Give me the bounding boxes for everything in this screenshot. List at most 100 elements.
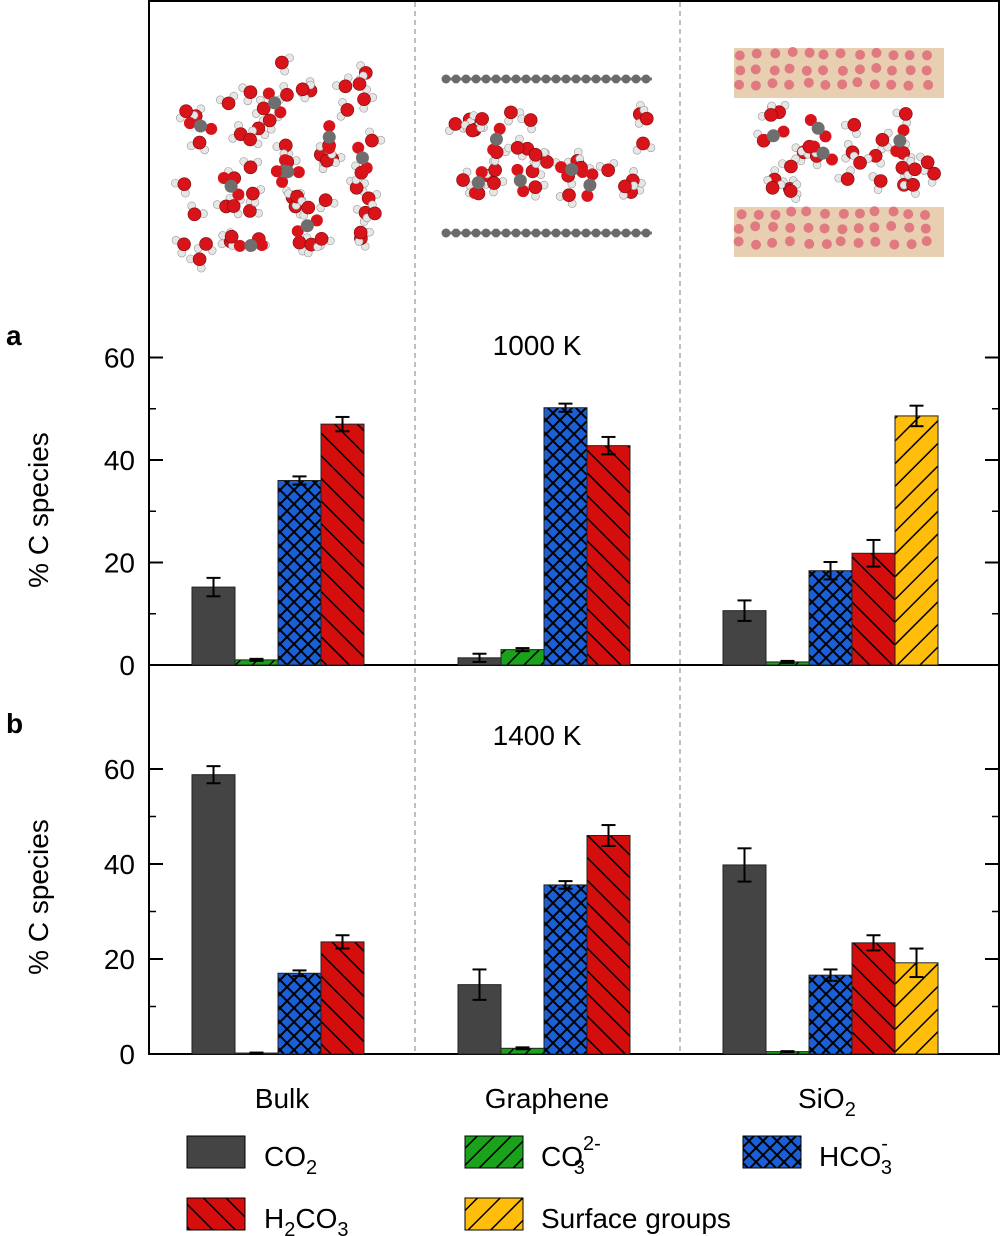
snapshot-graphene (441, 74, 656, 238)
carbon-atom (811, 121, 825, 135)
oxygen-atom (517, 185, 530, 198)
oxygen-atom (870, 236, 881, 247)
legend-label-hco3: HCO-3 (819, 1133, 892, 1179)
oxygen-atom (540, 155, 554, 169)
carbon-atom (591, 228, 601, 238)
oxygen-atom (922, 50, 933, 61)
oxygen-atom (243, 85, 258, 100)
oxygen-atom (869, 222, 880, 233)
legend-label-h2co3: H2CO3 (264, 1203, 348, 1236)
oxygen-atom (504, 105, 518, 120)
oxygen-atom (586, 168, 599, 181)
carbon-atom (581, 228, 591, 238)
oxygen-atom (562, 188, 576, 203)
legend-swatch-co2 (186, 1135, 246, 1169)
oxygen-atom (784, 236, 795, 247)
oxygen-atom (786, 206, 797, 217)
oxygen-atom (920, 155, 935, 170)
oxygen-atom (835, 48, 846, 59)
oxygen-atom (801, 65, 812, 76)
carbon-atom (561, 74, 571, 84)
oxygen-atom (886, 221, 897, 232)
oxygen-atom (784, 79, 795, 90)
oxygen-atom (199, 237, 213, 251)
oxygen-atom (243, 204, 257, 218)
legend-swatch-hco3 (742, 1135, 802, 1169)
carbon-atom (244, 238, 258, 252)
oxygen-atom (920, 209, 931, 220)
snapshot-bulk (171, 53, 386, 273)
carbon-atom (641, 74, 651, 84)
carbon-atom (611, 228, 621, 238)
oxygen-atom (528, 148, 543, 162)
oxygen-atom (636, 136, 650, 151)
oxygen-atom (920, 223, 931, 234)
carbon-atom (461, 228, 471, 238)
carbon-atom (461, 74, 471, 84)
carbon-atom (621, 74, 631, 84)
oxygen-atom (767, 78, 778, 89)
oxygen-atom (310, 214, 323, 227)
oxygen-atom (639, 111, 654, 126)
bar-surface-sio2 (894, 415, 939, 666)
carbon-atom (511, 228, 521, 238)
y-tick-label: 0 (119, 650, 135, 681)
category-bulk: Bulk (255, 1083, 310, 1114)
oxygen-atom (785, 222, 796, 233)
y-tick-label: 60 (104, 754, 135, 785)
oxygen-atom (903, 209, 914, 220)
oxygen-atom (808, 140, 821, 153)
oxygen-atom (733, 236, 744, 247)
oxygen-atom (255, 239, 268, 252)
oxygen-atom (511, 163, 524, 176)
legend-label-surface: Surface groups (541, 1203, 731, 1234)
oxygen-atom (903, 80, 914, 91)
bar-hco3-graphene (543, 884, 588, 1055)
oxygen-atom (177, 177, 192, 191)
oxygen-atom (576, 165, 589, 178)
oxygen-atom (908, 162, 922, 177)
oxygen-atom (818, 65, 829, 76)
carbon-atom (766, 129, 780, 143)
oxygen-atom (820, 80, 831, 91)
oxygen-atom (871, 63, 882, 74)
oxygen-atom (368, 206, 382, 221)
legend-swatch-co3 (464, 1135, 524, 1169)
carbon-atom (322, 130, 336, 144)
oxygen-atom (801, 206, 812, 217)
oxygen-atom (757, 134, 770, 147)
carbon-atom (551, 74, 561, 84)
oxygen-atom (854, 208, 865, 219)
oxygen-atom (784, 63, 795, 74)
axis-ticks-b: 0 20 40 60 (104, 754, 999, 1070)
oxygen-atom (871, 47, 882, 58)
carbon-atom (268, 96, 282, 110)
oxygen-atom (357, 92, 371, 107)
oxygen-atom (803, 222, 814, 233)
axis-ticks-a: 0 20 40 60 (104, 343, 999, 681)
legend-label-co2: CO2 (264, 1141, 317, 1179)
carbon-atom (491, 228, 501, 238)
oxygen-atom (301, 200, 316, 215)
oxygen-atom (783, 184, 798, 198)
carbon-atom (471, 74, 481, 84)
panel-label-b: b (6, 708, 23, 739)
oxygen-atom (523, 113, 538, 127)
oxygen-atom (835, 236, 846, 247)
oxygen-atom (904, 50, 915, 61)
carbon-atom (571, 228, 581, 238)
carbon-atom (611, 74, 621, 84)
carbon-atom (224, 179, 238, 193)
oxygen-atom (262, 87, 275, 100)
bar-co2-bulk (191, 774, 236, 1055)
oxygen-atom (243, 132, 257, 147)
bar-hco3-sio2 (808, 570, 853, 666)
bar-co2-sio2 (722, 864, 767, 1055)
panel-b-title: 1400 K (493, 720, 582, 751)
oxygen-atom (784, 159, 798, 174)
oxygen-atom (456, 173, 470, 187)
oxygen-atom (923, 79, 934, 90)
bar-h2co3-bulk (320, 423, 365, 666)
carbon-atom (581, 74, 591, 84)
